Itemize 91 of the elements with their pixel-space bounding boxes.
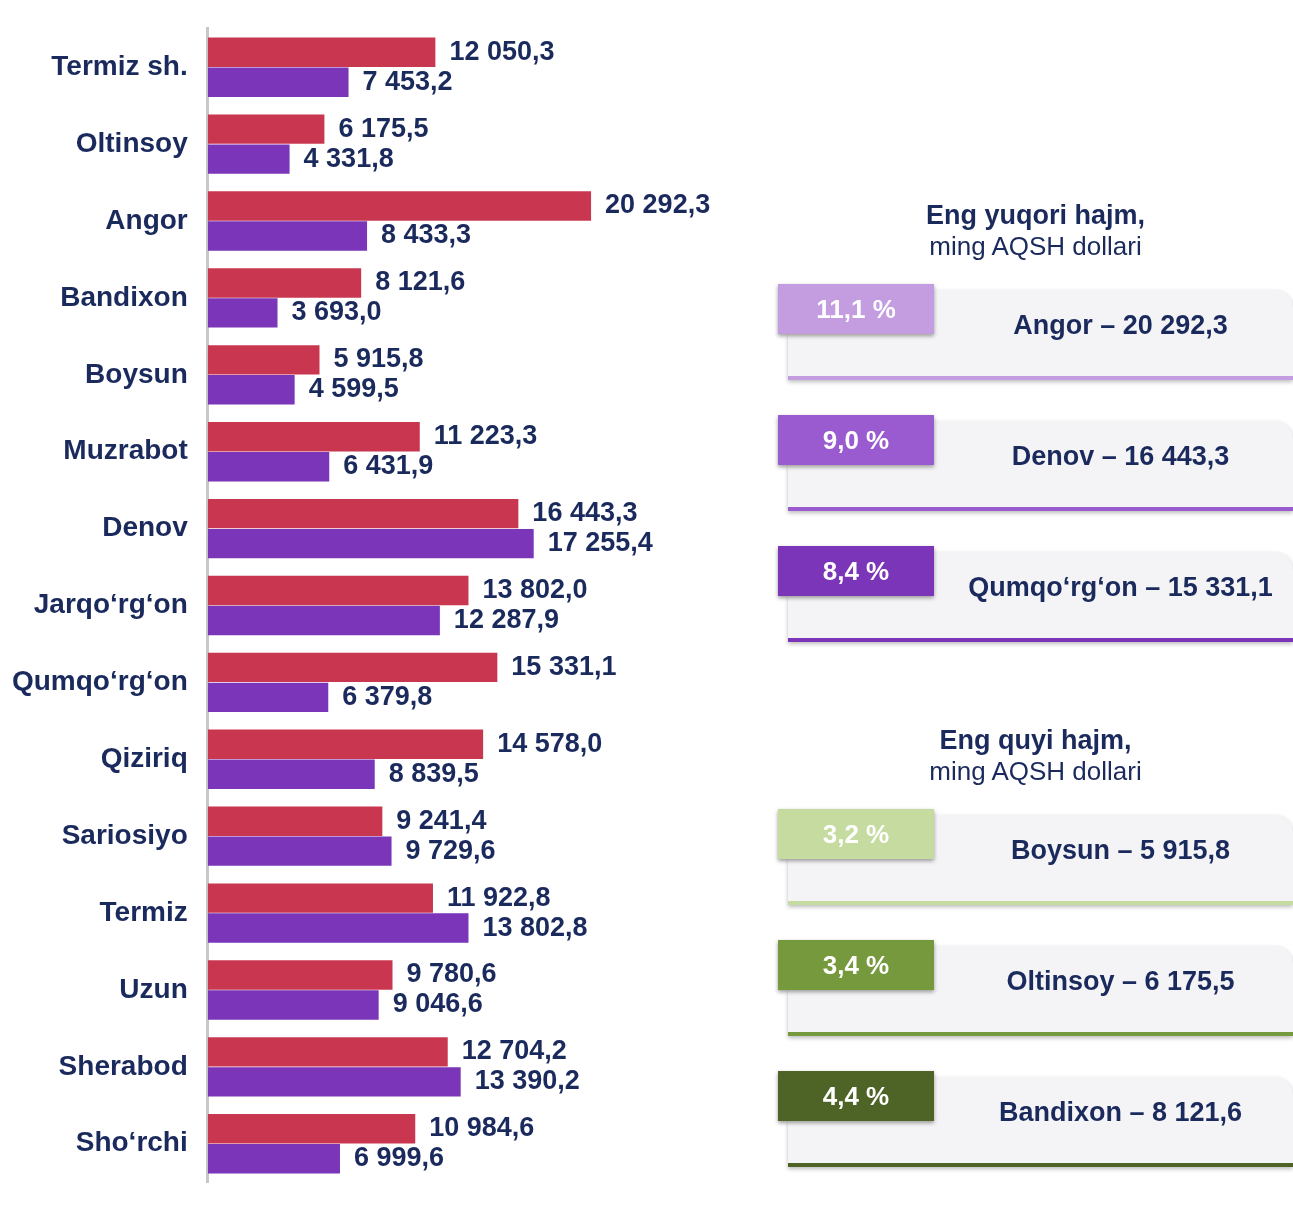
text: Angor – 20 292,3 (1012, 310, 1229, 341)
y-tick-label: Termiz sh. (51, 49, 188, 81)
data-label: 6 999,6 (353, 1142, 445, 1173)
text: Denov – 16 443,3 (1010, 441, 1231, 472)
bar (207, 605, 440, 636)
bar (207, 652, 498, 683)
bar (207, 575, 469, 606)
bar (207, 528, 534, 559)
bar (207, 913, 469, 943)
badge: 3,4 % (778, 940, 934, 990)
bar (207, 990, 379, 1020)
badge: 3,2 % (778, 809, 934, 859)
bar (207, 37, 436, 67)
badge: 8,4 % (778, 546, 934, 596)
data-label: 12 287,9 (453, 603, 559, 634)
bar (207, 682, 329, 713)
bar (207, 221, 368, 251)
bar (207, 345, 320, 375)
bar (207, 114, 325, 144)
bar (207, 1037, 448, 1067)
y-tick-label: Sherabod (58, 1049, 188, 1081)
data-label: 13 802,8 (482, 911, 588, 942)
bar (207, 375, 295, 405)
data-label: 11 922,8 (446, 881, 551, 912)
y-tick-label: Denov (102, 511, 189, 543)
text: ming AQSH dollari (928, 231, 1143, 262)
bar (207, 67, 349, 97)
data-label: 15 331,1 (511, 650, 617, 681)
data-label: 10 984,6 (429, 1112, 535, 1143)
y-tick-label: Qumqo‘rg‘on (11, 665, 188, 697)
badge: 9,0 % (778, 415, 934, 465)
bar (207, 960, 393, 990)
bar (207, 806, 383, 836)
bar (207, 498, 519, 529)
text: Boysun – 5 915,8 (1009, 835, 1232, 866)
data-label: 13 390,2 (474, 1065, 580, 1096)
data-label: 16 443,3 (532, 497, 638, 528)
bar (207, 1144, 340, 1174)
data-label: 13 802,0 (482, 573, 588, 604)
y-tick-label: Sariosiyo (61, 818, 188, 850)
data-label: 9 241,4 (396, 804, 487, 835)
y-tick-label: Uzun (119, 972, 188, 1004)
bar (207, 729, 484, 759)
data-label: 4 331,8 (303, 142, 394, 173)
data-label: 6 431,9 (343, 450, 434, 481)
bar (207, 298, 278, 328)
data-label: 8 433,3 (381, 219, 472, 250)
text: Bandixon – 8 121,6 (997, 1097, 1244, 1128)
badge: 4,4 % (778, 1071, 934, 1121)
bar (207, 191, 592, 221)
text: ming AQSH dollari (928, 756, 1143, 787)
y-tick-label: Bandixon (60, 280, 188, 312)
data-label: 12 050,3 (449, 35, 555, 66)
text: Eng yuqori hajm, (925, 200, 1146, 231)
data-label: 9 729,6 (405, 834, 496, 865)
bar (207, 883, 433, 913)
data-label: 14 578,0 (497, 727, 603, 758)
bar (207, 836, 392, 866)
bar (207, 759, 375, 789)
data-label: 9 780,6 (406, 958, 497, 989)
data-label: 6 175,5 (338, 112, 429, 143)
data-label: 3 693,0 (291, 296, 382, 327)
data-label: 12 704,2 (461, 1035, 567, 1066)
bar (207, 452, 330, 482)
text: Oltinsoy – 6 175,5 (1005, 966, 1236, 997)
badge: 11,1 % (778, 284, 934, 334)
data-label: 20 292,3 (605, 189, 711, 220)
data-label: 7 453,2 (362, 65, 453, 96)
y-tick-label: Oltinsoy (75, 126, 189, 158)
data-label: 11 223,3 (433, 420, 538, 451)
y-tick-label: Boysun (85, 357, 188, 389)
bar (207, 268, 362, 298)
y-tick-label: Angor (105, 203, 188, 235)
text: Qumqo‘rg‘on – 15 331,1 (967, 572, 1274, 603)
y-tick-label: Jarqo‘rg‘on (33, 588, 188, 620)
data-label: 9 046,6 (392, 988, 483, 1019)
bar (207, 144, 290, 174)
y-tick-label: Sho‘rchi (75, 1126, 188, 1158)
data-label: 8 839,5 (388, 757, 479, 788)
data-label: 6 379,8 (342, 680, 433, 711)
data-label: 4 599,5 (308, 373, 399, 404)
text: Eng quyi hajm, (938, 725, 1133, 756)
data-label: 17 255,4 (547, 527, 653, 558)
bar (207, 422, 420, 452)
y-tick-label: Muzrabot (63, 434, 188, 466)
data-label: 5 915,8 (333, 343, 424, 374)
bar (207, 1067, 461, 1097)
data-label: 8 121,6 (375, 266, 466, 297)
y-tick-label: Qiziriq (100, 742, 188, 774)
bar (207, 1114, 416, 1144)
y-tick-label: Termiz (99, 895, 188, 927)
